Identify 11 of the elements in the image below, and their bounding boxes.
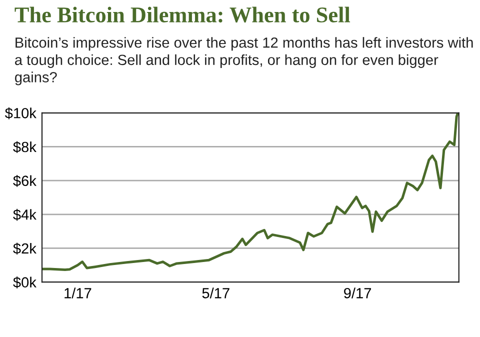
y-tick-label: $10k [4, 107, 36, 120]
x-tick-label: 9/17 [344, 288, 371, 298]
chart-title: The Bitcoin Dilemma: When to Sell [14, 6, 350, 23]
y-tick-label: $4k [13, 208, 36, 221]
y-tick-label: $8k [13, 141, 36, 154]
chart-subtitle: Bitcoin’s impressive rise over the past 12 months has left investors with a tough choice: Sell and lock in profits, or hang on for even bigger gains? [15, 37, 473, 86]
y-tick-label: $2k [13, 242, 36, 255]
y-tick-label: $0k [13, 276, 36, 288]
y-tick-label: $6k [13, 175, 36, 187]
x-tick-label: 5/17 [202, 288, 230, 298]
x-tick-label: 1/17 [64, 288, 92, 298]
